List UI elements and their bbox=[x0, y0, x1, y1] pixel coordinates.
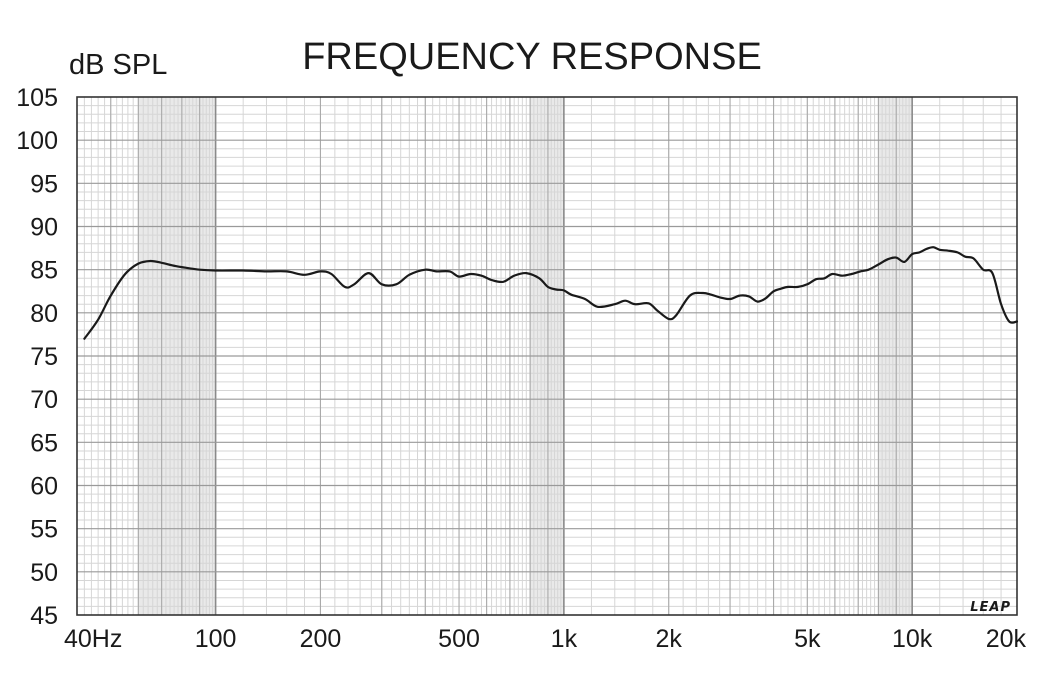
x-tick-label: 200 bbox=[300, 625, 342, 653]
x-tick-label: 20k bbox=[986, 625, 1027, 653]
y-tick-label: 45 bbox=[30, 602, 58, 630]
y-tick-label: 50 bbox=[30, 559, 58, 587]
plot-frame bbox=[76, 96, 1018, 616]
x-tick-label: 100 bbox=[195, 625, 237, 653]
y-tick-label: 85 bbox=[30, 257, 58, 285]
series-layer bbox=[83, 246, 1019, 340]
x-tick-label: 500 bbox=[438, 625, 480, 653]
y-tick-label: 90 bbox=[30, 214, 58, 242]
leap-watermark: LEAP bbox=[970, 600, 1011, 615]
x-tick-label: 5k bbox=[794, 625, 821, 653]
y-tick-label: 95 bbox=[30, 170, 58, 198]
y-tick-label: 60 bbox=[30, 473, 58, 501]
x-tick-label: 2k bbox=[656, 625, 683, 653]
y-axis-label: dB SPL bbox=[69, 49, 167, 81]
x-tick-label: 10k bbox=[892, 625, 933, 653]
y-tick-label: 105 bbox=[16, 84, 58, 112]
frequency-response-curve bbox=[83, 246, 1019, 340]
y-tick-label: 65 bbox=[30, 429, 58, 457]
y-tick-label: 80 bbox=[30, 300, 58, 328]
x-tick-label: 40Hz bbox=[64, 625, 122, 653]
grid bbox=[76, 96, 1018, 616]
y-tick-label: 100 bbox=[16, 127, 58, 155]
y-tick-label: 75 bbox=[30, 343, 58, 371]
chart-title: FREQUENCY RESPONSE bbox=[302, 36, 762, 78]
x-tick-label: 1k bbox=[551, 625, 578, 653]
y-tick-label: 70 bbox=[30, 386, 58, 414]
y-tick-label: 55 bbox=[30, 516, 58, 544]
